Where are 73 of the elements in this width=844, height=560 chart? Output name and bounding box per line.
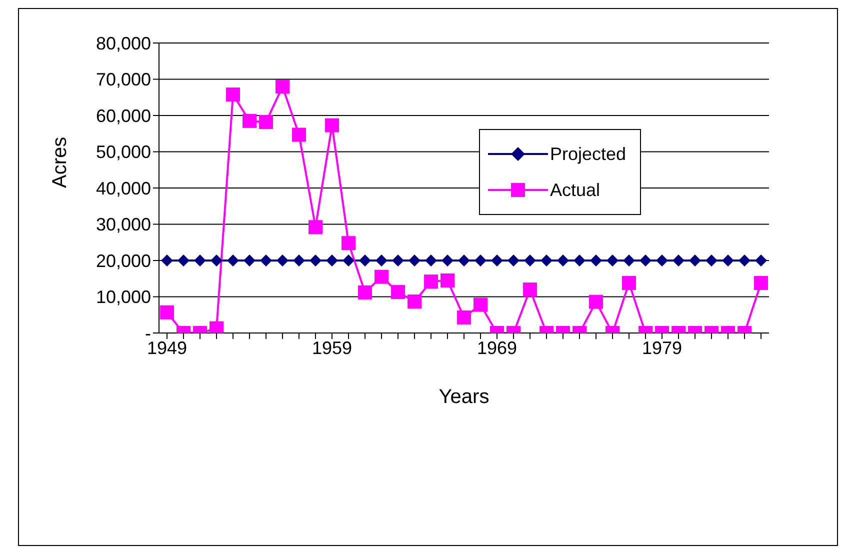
y-axis-title: Acres (49, 136, 72, 188)
point (706, 254, 718, 266)
y-tick-label: 40,000 (96, 178, 151, 198)
point (458, 254, 470, 266)
point (374, 270, 388, 284)
point (523, 282, 537, 296)
y-tick-label: 70,000 (96, 70, 151, 90)
point (308, 220, 322, 234)
point (392, 254, 404, 266)
point (524, 254, 536, 266)
point (474, 254, 486, 266)
point (391, 285, 405, 300)
point (376, 254, 388, 266)
legend-label: Actual (550, 180, 600, 200)
point (738, 254, 750, 266)
point (244, 254, 256, 266)
point (342, 254, 354, 266)
point (359, 254, 371, 266)
point (242, 114, 256, 128)
point (194, 254, 206, 266)
point (260, 254, 272, 266)
x-tick-label: 1959 (312, 338, 352, 358)
point (557, 254, 569, 266)
point (210, 254, 222, 266)
point (227, 254, 239, 266)
point (722, 254, 734, 266)
point (508, 254, 520, 266)
y-tick-label: 60,000 (96, 106, 151, 126)
point (640, 254, 652, 266)
point (474, 298, 488, 312)
point (440, 273, 454, 288)
point (754, 276, 768, 290)
point (408, 294, 422, 308)
y-tick-label: 30,000 (96, 214, 151, 235)
legend-label: Projected (550, 144, 626, 164)
point (689, 254, 701, 266)
point (424, 274, 438, 289)
y-tick-label: 50,000 (96, 142, 151, 162)
point (672, 254, 684, 266)
point (442, 254, 454, 266)
point (574, 254, 586, 266)
point (358, 285, 372, 300)
point (540, 254, 552, 266)
point (226, 87, 240, 102)
point (276, 80, 290, 94)
point (491, 254, 503, 266)
point (160, 305, 174, 320)
point (292, 128, 306, 142)
x-tick-label: 1979 (642, 338, 682, 358)
point (408, 254, 420, 266)
point (326, 254, 338, 266)
point (590, 254, 602, 266)
point (622, 276, 636, 290)
y-tick-label: 20,000 (96, 250, 151, 271)
point (457, 310, 471, 324)
point (276, 254, 288, 266)
point (325, 118, 339, 132)
point (310, 254, 322, 266)
point (589, 294, 603, 309)
y-tick-label: 80,000 (96, 33, 151, 54)
point (259, 115, 273, 130)
y-tick-label: 10,000 (96, 287, 151, 308)
x-axis-title: Years (438, 386, 490, 408)
point (342, 236, 356, 250)
point (425, 254, 437, 266)
point (606, 254, 618, 266)
point (755, 254, 767, 266)
point (161, 254, 173, 266)
x-tick-label: 1969 (476, 338, 518, 358)
point (656, 254, 668, 266)
point (178, 254, 190, 266)
point (623, 254, 635, 266)
point (293, 254, 305, 266)
